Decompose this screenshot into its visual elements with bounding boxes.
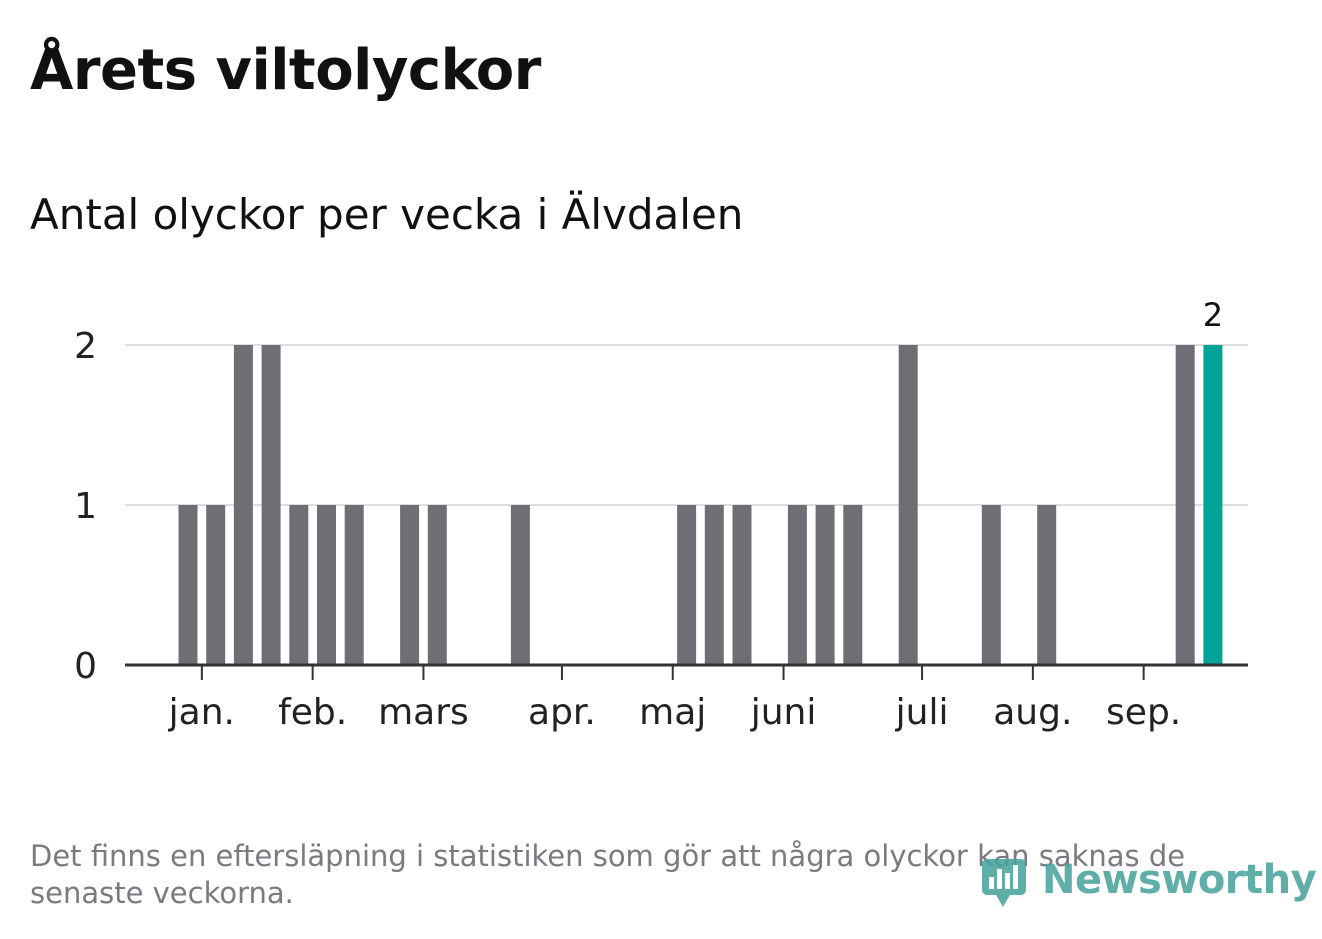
x-tick-label: juni <box>750 692 817 733</box>
x-tick-label: feb. <box>278 692 347 733</box>
bar <box>704 505 724 665</box>
bar <box>815 505 835 665</box>
bar-chart: 0 1 2 2 jan. feb. mars apr. maj juni juli aug. sep. <box>74 296 1248 733</box>
bar <box>732 505 752 665</box>
bar <box>344 505 364 665</box>
x-tick-label: apr. <box>528 692 596 733</box>
bar <box>317 505 336 665</box>
x-tick-label: mars <box>378 692 469 733</box>
x-tick-label: juli <box>895 692 949 733</box>
chart-subtitle: Antal olyckor per vecka i Älvdalen <box>30 190 744 239</box>
bar-highlight <box>1203 345 1223 665</box>
x-tick-label: maj <box>639 692 706 733</box>
bar <box>261 345 281 665</box>
bar-value-label: 2 <box>1203 296 1223 334</box>
x-tick-label: aug. <box>993 692 1072 733</box>
footnote: Det finns en eftersläpning i statistiken… <box>30 839 1186 910</box>
bar <box>981 505 1001 665</box>
bar <box>898 345 918 665</box>
x-tick-label: sep. <box>1106 692 1181 733</box>
bar <box>1037 505 1057 665</box>
newsworthy-logo-icon <box>982 859 1026 907</box>
bar <box>787 505 807 665</box>
x-tick-label: jan. <box>168 692 235 733</box>
bar <box>233 345 253 665</box>
y-tick-label: 0 <box>74 646 97 687</box>
bar <box>400 505 420 665</box>
bar <box>289 505 309 665</box>
newsworthy-logo: Newsworthy <box>980 848 1317 912</box>
bar <box>427 505 447 665</box>
newsworthy-logo-text: Newsworthy <box>1042 857 1317 903</box>
bar <box>1175 345 1195 665</box>
bar <box>677 505 697 665</box>
y-tick-label: 1 <box>74 486 97 527</box>
bar <box>510 505 530 665</box>
bar <box>843 505 863 665</box>
bar <box>206 505 226 665</box>
y-tick-label: 2 <box>74 326 97 367</box>
chart-title: Årets viltolyckor <box>30 38 541 103</box>
bar <box>178 505 198 665</box>
